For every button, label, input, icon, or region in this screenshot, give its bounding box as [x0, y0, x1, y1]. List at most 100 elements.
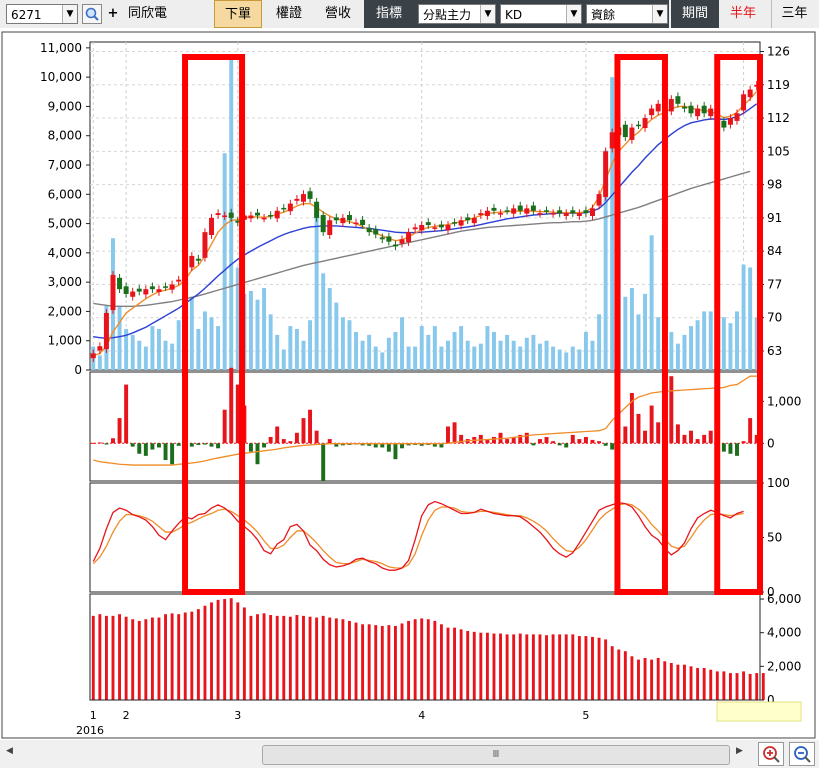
margin-bar — [617, 649, 621, 700]
volume-bar — [610, 77, 615, 371]
highlight-box — [714, 54, 764, 595]
margin-bar — [466, 631, 470, 700]
main-force-bar — [439, 443, 444, 448]
main-force-bar — [262, 443, 267, 448]
volume-bar — [472, 346, 477, 370]
volume-bar — [222, 153, 227, 370]
three-year-button[interactable]: 三年 — [771, 0, 817, 28]
margin-bar — [131, 619, 135, 700]
zoom-out-button[interactable] — [789, 742, 815, 766]
margin-bar — [210, 602, 213, 700]
scroll-left-button[interactable]: ◀ — [6, 746, 13, 756]
stock-chart[interactable]: 1234567201663707784919810511211912601,00… — [0, 28, 819, 740]
candle-body — [419, 225, 425, 231]
volume-bar — [643, 293, 648, 370]
margin-bar — [256, 614, 259, 700]
main-force-bar — [124, 384, 129, 444]
main-force-bar — [367, 443, 372, 446]
main-force-bar — [597, 441, 602, 444]
price-tick-label: 77 — [767, 277, 782, 291]
margin-bar — [459, 629, 463, 700]
half-year-button[interactable]: 半年 — [729, 6, 756, 21]
main-force-bar — [735, 443, 739, 456]
margin-bar — [315, 617, 319, 700]
margin-bar — [170, 613, 174, 700]
volume-bar — [754, 317, 759, 370]
chevron-down-icon[interactable]: ▼ — [62, 5, 77, 23]
main-force-bar — [590, 439, 595, 444]
main-force-bar — [708, 430, 713, 444]
candle-body — [622, 124, 628, 138]
add-button[interactable]: + — [105, 4, 121, 24]
main-force-bar — [255, 443, 260, 465]
main-force-bar — [485, 439, 490, 444]
order-button[interactable]: 下單 — [214, 0, 262, 28]
volume-bar — [432, 326, 437, 370]
price-tick-label: 70 — [767, 311, 782, 325]
indicator1-select[interactable]: 分點主力 ▼ — [418, 4, 496, 24]
candle-body — [189, 255, 195, 268]
margin-bar — [446, 627, 450, 700]
volume-bar — [321, 273, 326, 370]
volume-bar — [492, 331, 496, 370]
volume-tick-label: 7,000 — [48, 158, 82, 172]
candle-body — [195, 258, 201, 261]
margin-bar — [157, 617, 161, 700]
main-force-bar — [288, 441, 293, 444]
volume-bar — [137, 340, 142, 370]
main-force-bar — [741, 441, 746, 444]
chevron-down-icon[interactable]: ▼ — [480, 5, 495, 23]
volume-bar — [373, 346, 378, 370]
main-force-bar — [393, 443, 398, 460]
candle-body — [235, 220, 241, 223]
margin-bar — [551, 634, 555, 700]
main-force-bar — [229, 367, 234, 444]
candle-body — [209, 217, 215, 235]
scroll-right-button[interactable]: ▶ — [736, 746, 743, 756]
volume-bar — [708, 311, 713, 370]
main-force-bar — [143, 443, 148, 456]
candle-body — [432, 227, 438, 229]
stock-code: 6271 — [11, 8, 42, 22]
revenue-button[interactable]: 營收 — [324, 6, 351, 21]
highlight-box — [614, 54, 668, 595]
zoom-in-button[interactable] — [758, 742, 784, 766]
main-force-bar — [301, 418, 306, 444]
margin-bar — [604, 639, 608, 700]
margin-bar — [597, 637, 601, 700]
candle-body — [300, 194, 306, 202]
volume-bar — [557, 349, 562, 370]
candle-body — [708, 108, 714, 117]
candle-body — [649, 108, 655, 116]
margin-tick-label: 4,000 — [767, 626, 801, 640]
main-force-bar — [544, 436, 549, 444]
main-force-bar — [537, 439, 542, 444]
indicator3-select[interactable]: 資餘 ▼ — [586, 4, 668, 24]
stock-code-combo[interactable]: 6271 ▼ — [6, 4, 78, 24]
main-force-bar — [551, 441, 556, 444]
volume-bar — [721, 317, 726, 370]
main-force-bar — [570, 434, 575, 444]
volume-bar — [294, 329, 299, 370]
volume-bar — [629, 288, 634, 370]
margin-bar — [275, 615, 279, 700]
margin-bar — [118, 614, 122, 700]
candle-body — [392, 244, 398, 247]
chevron-down-icon[interactable]: ▼ — [566, 5, 581, 23]
candle-body — [517, 205, 523, 211]
volume-bar — [248, 290, 253, 370]
candle-body — [130, 291, 136, 297]
volume-tick-label: 8,000 — [48, 129, 82, 143]
horizontal-scrollbar-thumb[interactable]: Ⅲ — [262, 745, 730, 765]
main-force-bar — [478, 434, 483, 444]
margin-bar — [387, 625, 391, 700]
indicator2-select[interactable]: KD ▼ — [500, 4, 582, 24]
main-force-bar — [728, 443, 733, 454]
main-force-bar — [689, 430, 693, 444]
volume-bar — [124, 329, 129, 370]
search-button[interactable] — [82, 4, 102, 24]
chevron-down-icon[interactable]: ▼ — [652, 5, 667, 23]
volume-bar — [485, 326, 490, 370]
margin-bar — [696, 668, 700, 700]
warrant-button[interactable]: 權證 — [275, 6, 302, 21]
